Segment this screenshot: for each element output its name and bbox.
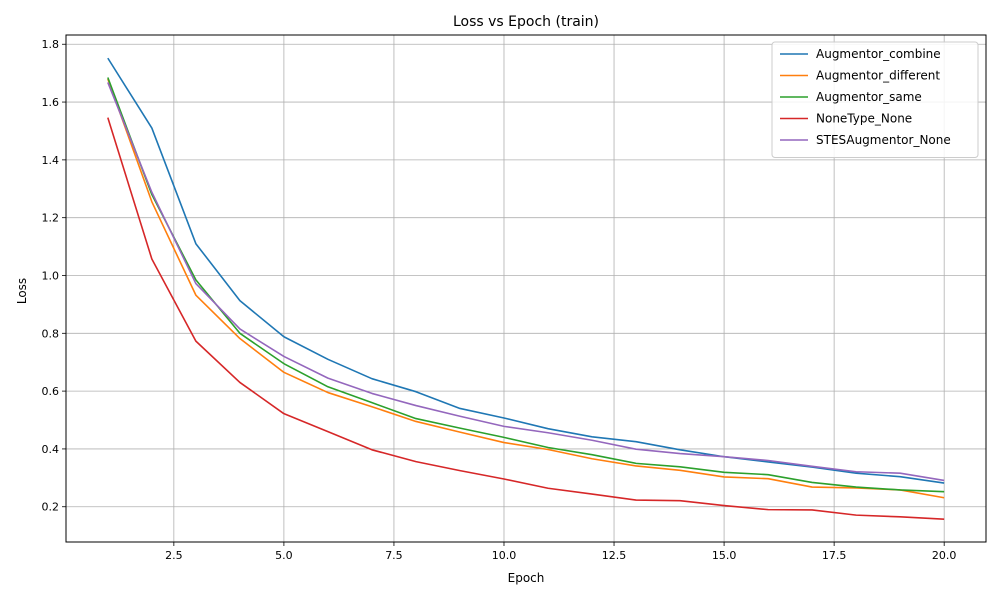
y-tick-label: 1.8 bbox=[42, 38, 60, 51]
legend-label: Augmentor_combine bbox=[816, 47, 941, 61]
chart-title: Loss vs Epoch (train) bbox=[453, 14, 599, 30]
x-tick-label: 10.0 bbox=[492, 549, 517, 562]
y-tick-label: 0.8 bbox=[42, 327, 60, 340]
y-tick-label: 1.6 bbox=[42, 96, 60, 109]
series-line-STESAugmentor_None bbox=[107, 82, 945, 482]
x-tick-label: 7.5 bbox=[385, 549, 403, 562]
y-tick-label: 0.2 bbox=[42, 501, 60, 514]
series-line-Augmentor_same bbox=[107, 77, 945, 493]
y-tick-label: 0.6 bbox=[42, 385, 60, 398]
y-axis-ticks: 0.2 0.4 0.6 0.8 1.0 1.2 1.4 1.6 1.8 bbox=[42, 38, 66, 514]
y-tick-label: 1.4 bbox=[42, 154, 60, 167]
legend-label: STESAugmentor_None bbox=[816, 133, 951, 147]
y-tick-label: 0.4 bbox=[42, 443, 60, 456]
legend: Augmentor_combine Augmentor_different Augm… bbox=[771, 41, 979, 158]
series-line-NoneType_None bbox=[107, 117, 945, 520]
legend-label: Augmentor_same bbox=[816, 90, 922, 104]
x-axis-label: Epoch bbox=[508, 571, 545, 585]
plot-frame bbox=[65, 34, 987, 543]
legend-label: NoneType_None bbox=[816, 112, 912, 126]
series-line-Augmentor_different bbox=[107, 78, 945, 499]
y-tick-label: 1.2 bbox=[42, 212, 60, 225]
legend-box bbox=[771, 41, 979, 158]
x-tick-label: 5.0 bbox=[275, 549, 293, 562]
x-tick-label: 2.5 bbox=[165, 549, 183, 562]
x-tick-label: 15.0 bbox=[712, 549, 737, 562]
x-tick-label: 12.5 bbox=[602, 549, 627, 562]
x-axis-ticks: 2.5 5.0 7.5 10.0 12.5 15.0 17.5 20.0 bbox=[165, 542, 956, 562]
series-line-Augmentor_combine bbox=[107, 57, 945, 484]
series-lines bbox=[107, 57, 945, 520]
y-axis-label: Loss bbox=[15, 278, 29, 304]
x-tick-label: 20.0 bbox=[932, 549, 957, 562]
y-tick-label: 1.0 bbox=[42, 269, 60, 282]
legend-label: Augmentor_different bbox=[816, 69, 940, 83]
x-tick-label: 17.5 bbox=[822, 549, 847, 562]
